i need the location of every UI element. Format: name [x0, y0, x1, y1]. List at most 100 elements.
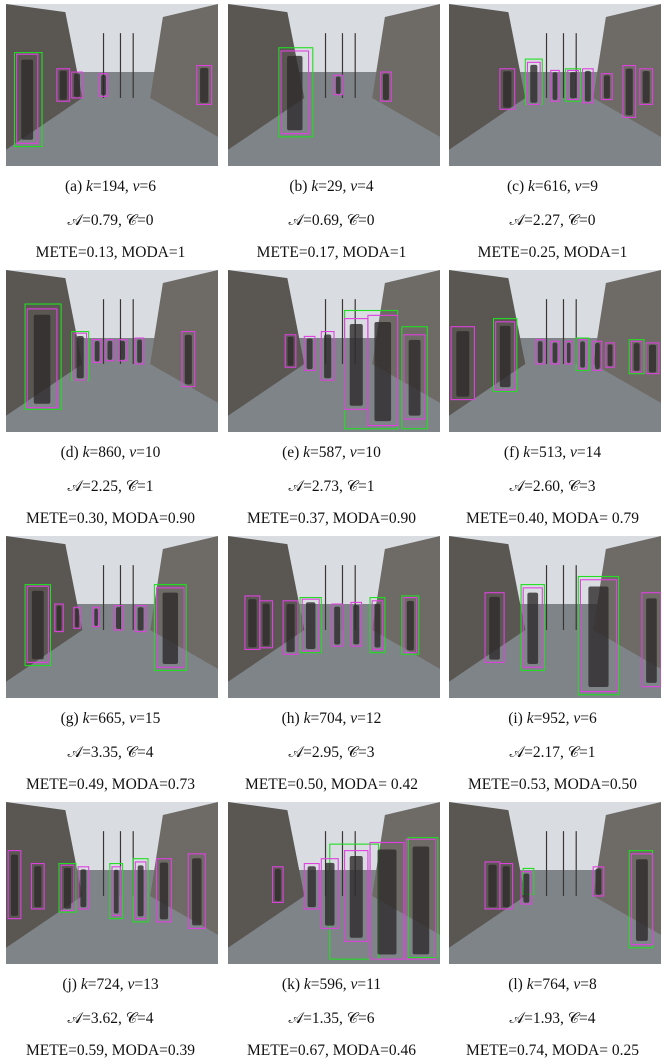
street-photo: [449, 4, 661, 166]
detection-box: [98, 73, 109, 97]
sep: ,: [338, 212, 347, 229]
detection-box: [26, 585, 49, 663]
k-symbol: k: [528, 178, 535, 195]
a-symbol: 𝒜: [288, 212, 304, 229]
pedestrian: [570, 72, 576, 99]
pedestrian: [349, 856, 363, 938]
sep: ,: [121, 710, 130, 727]
a-value: 2.95: [311, 744, 339, 761]
c-symbol: 𝒞: [567, 478, 580, 495]
sep: , MODA=: [104, 776, 168, 793]
k-symbol: k: [80, 976, 88, 993]
eq: =: [533, 710, 543, 727]
mete-value: 0.30: [76, 510, 105, 527]
ground-truth-box: [24, 303, 62, 410]
sep: ,: [565, 710, 574, 727]
v-value: 6: [148, 178, 157, 195]
a-symbol: 𝒜: [67, 1010, 83, 1027]
detection-box: [134, 337, 145, 365]
c-symbol: 𝒞: [567, 744, 580, 761]
street-photo: [228, 4, 440, 166]
mete-label: METE=: [466, 510, 517, 527]
sep: ,: [338, 744, 347, 761]
v-symbol: v: [350, 976, 358, 993]
panel-label: (j): [62, 976, 77, 993]
detection-box: [367, 314, 399, 427]
mete-value: 0.17: [307, 244, 335, 261]
figure-panel: (l) k=764, v=8 𝒜=1.93, 𝒞=4 METE=0.74, MODA…: [442, 798, 662, 1064]
panel-label: (h): [281, 710, 300, 727]
a-value: 2.73: [311, 478, 339, 495]
eq: =: [524, 478, 533, 495]
pedestrian: [324, 334, 332, 379]
detection-box: [284, 334, 297, 368]
c-value: 4: [145, 1010, 154, 1027]
mete-value: 0.67: [297, 1042, 326, 1059]
pedestrian: [137, 865, 144, 917]
panel-label: (g): [60, 710, 79, 727]
street-photo-canvas: [6, 4, 218, 166]
a-symbol: 𝒜: [288, 478, 304, 495]
detection-box: [499, 863, 514, 910]
street-photo: [228, 270, 440, 432]
k-value: 860: [98, 444, 122, 461]
moda-value: 1: [398, 244, 407, 261]
ground-truth-box: [401, 595, 420, 655]
eq: =: [358, 478, 367, 495]
street-photo-canvas: [449, 536, 661, 698]
c-symbol: 𝒞: [125, 212, 138, 229]
pedestrian: [31, 590, 44, 660]
c-value: 3: [366, 744, 375, 761]
a-symbol: 𝒜: [509, 212, 525, 229]
sep: ,: [124, 178, 133, 195]
mete-label: METE=: [25, 510, 77, 527]
street-photo: [449, 802, 661, 964]
ground-truth-box: [577, 575, 620, 696]
pedestrian: [625, 68, 633, 116]
figure-panel: (f) k=513, v=14 𝒜=2.60, 𝒞=3 METE=0.40, MOD…: [442, 266, 662, 532]
pedestrian: [412, 846, 430, 955]
caption-line-2: 𝒜=1.93, 𝒞=4: [442, 1010, 662, 1028]
eq: =: [89, 710, 99, 727]
detection-box: [484, 592, 505, 663]
detection-box: [526, 61, 541, 105]
eq: =: [134, 976, 144, 993]
pedestrian: [101, 75, 106, 96]
detection-box: [54, 603, 64, 633]
eq: =: [137, 212, 146, 229]
ground-truth-box: [132, 858, 149, 923]
pedestrian: [603, 75, 610, 99]
detection-box: [369, 841, 405, 960]
eq: =: [136, 710, 145, 727]
pedestrian: [262, 603, 270, 646]
a-value: 0.69: [311, 212, 339, 229]
detection-box: [380, 71, 392, 102]
pedestrian: [382, 73, 389, 101]
pedestrian: [335, 76, 341, 94]
mete-label: METE=: [256, 244, 308, 261]
sep: ,: [566, 178, 575, 195]
mete-value: 0.59: [76, 1042, 105, 1059]
caption-line-1: (c) k=616, v=9: [442, 178, 662, 196]
a-symbol: 𝒜: [288, 1010, 304, 1027]
c-value: 4: [145, 744, 154, 761]
pedestrian: [502, 866, 510, 908]
detection-box: [495, 321, 516, 391]
eq: =: [136, 444, 145, 461]
sep: ,: [338, 478, 347, 495]
ground-truth-box: [628, 339, 645, 375]
pedestrian: [408, 339, 421, 416]
eq: =: [534, 178, 544, 195]
caption-line-2: 𝒜=2.17, 𝒞=1: [442, 744, 662, 762]
k-symbol: k: [311, 178, 319, 195]
caption-line-2: 𝒜=1.35, 𝒞=6: [221, 1010, 442, 1028]
caption-line-1: (k) k=596, v=11: [221, 976, 442, 994]
building-left: [449, 802, 526, 948]
sep: ,: [117, 1010, 126, 1027]
street-photo: [228, 802, 440, 964]
pedestrian: [537, 341, 543, 363]
detection-box: [535, 339, 545, 365]
mete-label: METE=: [466, 1042, 517, 1059]
caption-line-3: METE=0.74, MODA= 0.25: [442, 1042, 662, 1060]
